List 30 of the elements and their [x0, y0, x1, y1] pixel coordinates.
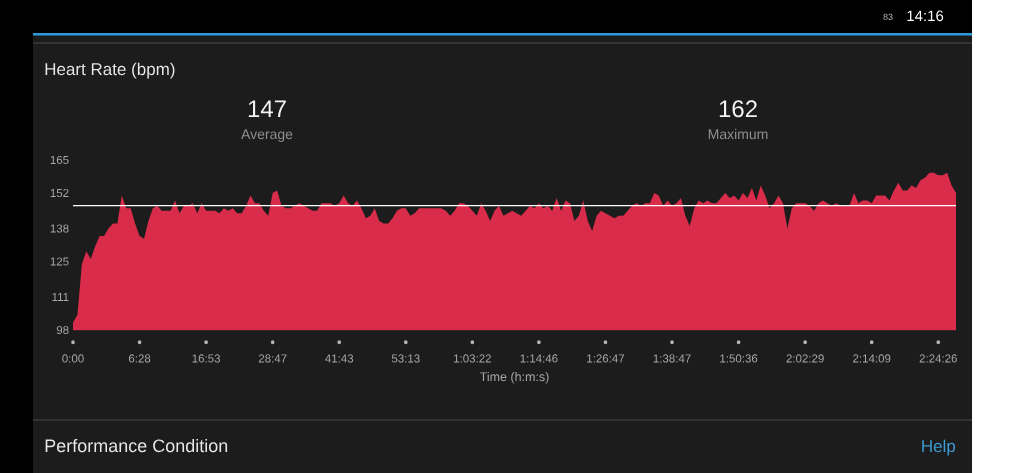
- x-axis-title: Time (h:m:s): [479, 371, 549, 384]
- text: 14:16: [907, 10, 944, 22]
- x-tick-label: 2:14:09: [853, 354, 891, 363]
- text: Help: [922, 439, 956, 456]
- text: 83: [883, 13, 893, 21]
- x-tick-label: 2:24:26: [919, 354, 957, 363]
- x-tick-label: 1:26:47: [587, 354, 625, 363]
- x-tick-label: 1:38:47: [653, 354, 691, 363]
- x-tick-label: 1:03:22: [454, 354, 491, 363]
- x-tick-label: 1:50:36: [720, 354, 758, 363]
- x-tick-label: 6:28: [128, 354, 151, 363]
- x-tick-label: 53:13: [391, 354, 420, 363]
- text: Average: [241, 129, 293, 142]
- y-tick-label: 152: [50, 188, 69, 198]
- x-tick-label: 28:47: [258, 354, 287, 363]
- y-tick-label: 111: [52, 293, 69, 301]
- x-tick-label: 41:43: [325, 354, 354, 363]
- text: Performance Condition: [45, 438, 228, 453]
- text: 147: [248, 100, 286, 117]
- y-tick-label: 138: [50, 224, 69, 233]
- text: Maximum: [708, 128, 768, 140]
- x-tick-label: 16:53: [192, 354, 220, 363]
- text: 162: [719, 100, 757, 118]
- x-tick-label: 1:14:46: [520, 354, 558, 363]
- x-tick-label: 0:00: [62, 354, 84, 363]
- x-tick-label: 2:02:29: [786, 354, 824, 363]
- y-tick-label: 165: [50, 155, 69, 165]
- chart-title: Heart Rate (bpm): [45, 62, 175, 79]
- y-tick-label: 125: [50, 257, 69, 266]
- y-tick-label: 98: [56, 325, 69, 335]
